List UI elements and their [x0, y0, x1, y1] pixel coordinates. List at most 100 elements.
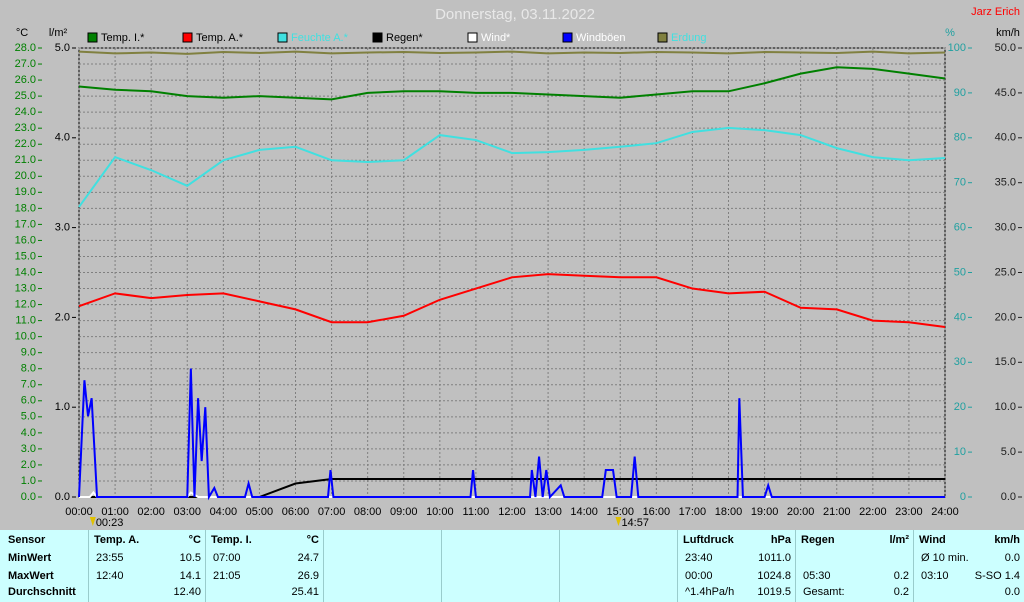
y-tick-label: 5.0	[1001, 446, 1016, 458]
table-cell: MaxWert	[8, 570, 54, 582]
y-axis-label: °C	[16, 27, 28, 39]
column-divider	[677, 530, 678, 602]
y-tick-label: 40.0	[995, 132, 1016, 144]
y-tick-label: 1.0	[55, 401, 70, 413]
y-tick-label: 12.0	[15, 298, 36, 310]
x-tick-label: 20:00	[787, 506, 815, 518]
y-tick-label: 28.0	[15, 42, 36, 54]
table-cell: 24.7	[297, 552, 319, 564]
table-cell: Regen	[801, 534, 835, 546]
x-tick-label: 15:00	[606, 506, 634, 518]
y-tick-label: 26.0	[15, 74, 36, 86]
table-cell: 1019.5	[757, 586, 791, 598]
table-cell: 23:55	[96, 552, 124, 564]
y-tick-label: 4.0	[55, 132, 70, 144]
y-tick-label: 35.0	[995, 177, 1016, 189]
table-cell: km/h	[994, 534, 1020, 546]
y-tick-label: 3.0	[21, 443, 36, 455]
table-cell: Wind	[919, 534, 946, 546]
table-cell: 00:00	[685, 570, 713, 582]
y-tick-label: 45.0	[995, 87, 1016, 99]
y-tick-label: 7.0	[21, 379, 36, 391]
table-cell: Ø 10 min.	[921, 552, 969, 564]
legend-swatch	[372, 32, 383, 43]
table-cell: 05:30	[803, 570, 831, 582]
x-tick-label: 24:00	[931, 506, 959, 518]
legend-label: Erdung	[671, 32, 706, 44]
table-cell: Gesamt:	[803, 586, 845, 598]
table-cell: 0.0	[1004, 586, 1020, 598]
series-line	[78, 66, 946, 101]
table-cell: Luftdruck	[683, 534, 734, 546]
legend-swatch	[467, 32, 478, 43]
y-tick-label: 6.0	[21, 395, 36, 407]
table-cell: MinWert	[8, 552, 52, 564]
y-tick-label: 10.0	[995, 401, 1016, 413]
chart: Donnerstag, 03.11.2022 Jarz Erich °C l/m…	[15, 6, 1022, 529]
column-divider	[323, 530, 324, 602]
y-tick-label: 80	[954, 132, 966, 144]
y-tick-label: 20	[954, 401, 966, 413]
y-tick-label: 15.0	[15, 250, 36, 262]
legend-swatch	[277, 32, 288, 43]
y-tick-label: 0.0	[21, 491, 36, 503]
table-cell: ^1.4hPa/h	[685, 586, 735, 598]
y-tick-label: 15.0	[995, 356, 1016, 368]
y-tick-label: 17.0	[15, 218, 36, 230]
x-tick-label: 11:00	[463, 506, 490, 518]
table-cell: Sensor	[8, 534, 46, 546]
table-cell: Temp. A.	[94, 534, 140, 546]
table-cell: °C	[306, 534, 319, 546]
y-tick-label: 10	[954, 446, 966, 458]
x-tick-label: 07:00	[318, 506, 346, 518]
y-tick-label: 5.0	[21, 411, 36, 423]
table-cell: 25.41	[291, 586, 319, 598]
x-tick-label: 21:00	[823, 506, 851, 518]
table-cell: Temp. I.	[211, 534, 252, 546]
y-tick-label: 25.0	[15, 90, 36, 102]
column-divider	[88, 530, 89, 602]
y-tick-label: 9.0	[21, 347, 36, 359]
legend-label: Temp. A.*	[196, 32, 244, 44]
y-tick-label: 4.0	[21, 427, 36, 439]
table-cell: 12:40	[96, 570, 124, 582]
y-tick-label: 21.0	[15, 154, 36, 166]
y-tick-label: 3.0	[55, 222, 70, 234]
y-tick-label: 30.0	[995, 222, 1016, 234]
table-cell: 0.2	[893, 570, 909, 582]
y-tick-label: 2.0	[55, 311, 70, 323]
x-tick-label: 09:00	[390, 506, 418, 518]
x-tick-label: 03:00	[173, 506, 201, 518]
y-tick-label: 30	[954, 356, 966, 368]
x-tick-label: 12:00	[498, 506, 526, 518]
x-tick-label: 01:00	[101, 506, 129, 518]
series-line	[78, 50, 946, 55]
y-tick-label: 27.0	[15, 58, 36, 70]
x-tick-label: 08:00	[354, 506, 382, 518]
x-tick-label: 19:00	[751, 506, 779, 518]
legend-label: Wind*	[481, 32, 511, 44]
table-cell: 14.1	[179, 570, 201, 582]
y-tick-label: 0.0	[55, 491, 70, 503]
y-tick-label: 70	[954, 177, 966, 189]
y-tick-label: 25.0	[995, 266, 1016, 278]
legend-label: Windböen	[576, 32, 626, 44]
table-cell: Durchschnitt	[8, 586, 76, 598]
legend-swatch	[87, 32, 98, 43]
legend-label: Temp. I.*	[101, 32, 145, 44]
y-tick-label: 11.0	[15, 315, 36, 327]
annotation-label: 00:23	[96, 517, 124, 529]
y-tick-label: 100	[948, 42, 966, 54]
y-tick-label: 16.0	[15, 234, 36, 246]
y-tick-label: 40	[954, 311, 966, 323]
y-tick-label: 22.0	[15, 138, 36, 150]
y-tick-label: 8.0	[21, 363, 36, 375]
y-tick-label: 14.0	[15, 266, 36, 278]
y-tick-label: 20.0	[995, 311, 1016, 323]
x-tick-label: 22:00	[859, 506, 887, 518]
series-line	[78, 368, 945, 501]
y4-axis-label: km/h	[996, 27, 1020, 39]
table-cell: 21:05	[213, 570, 241, 582]
x-tick-label: 18:00	[715, 506, 743, 518]
y-tick-label: 0.0	[1001, 491, 1016, 503]
